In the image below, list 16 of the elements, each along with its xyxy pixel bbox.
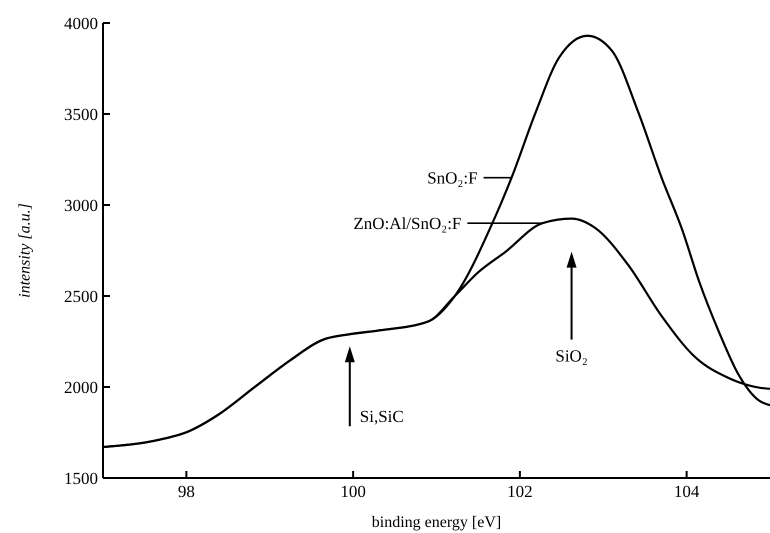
y-tick-label: 2500 [64,287,98,306]
y-tick-label: 3000 [64,196,98,216]
legend-label: SnO₂:F [427,168,478,188]
x-tick-label: 100 [340,482,366,502]
annotation: SiO₂ [555,346,588,366]
x-tick-label: 104 [674,482,700,502]
legend-label: ZnO:Al/SnO₂:F [353,214,462,234]
y-tick-label: 2000 [64,378,98,398]
annotation: Si,SiC [360,407,404,426]
y-axis-title: intensity [a.u.] [16,203,34,298]
x-tick-label: 102 [507,482,533,502]
y-tick-label: 1500 [64,469,98,488]
x-tick-label: 98 [178,482,195,502]
y-tick-label: 3500 [64,105,98,124]
x-axis-title: binding energy [eV] [372,514,502,531]
y-tick-label: 4000 [64,14,98,34]
